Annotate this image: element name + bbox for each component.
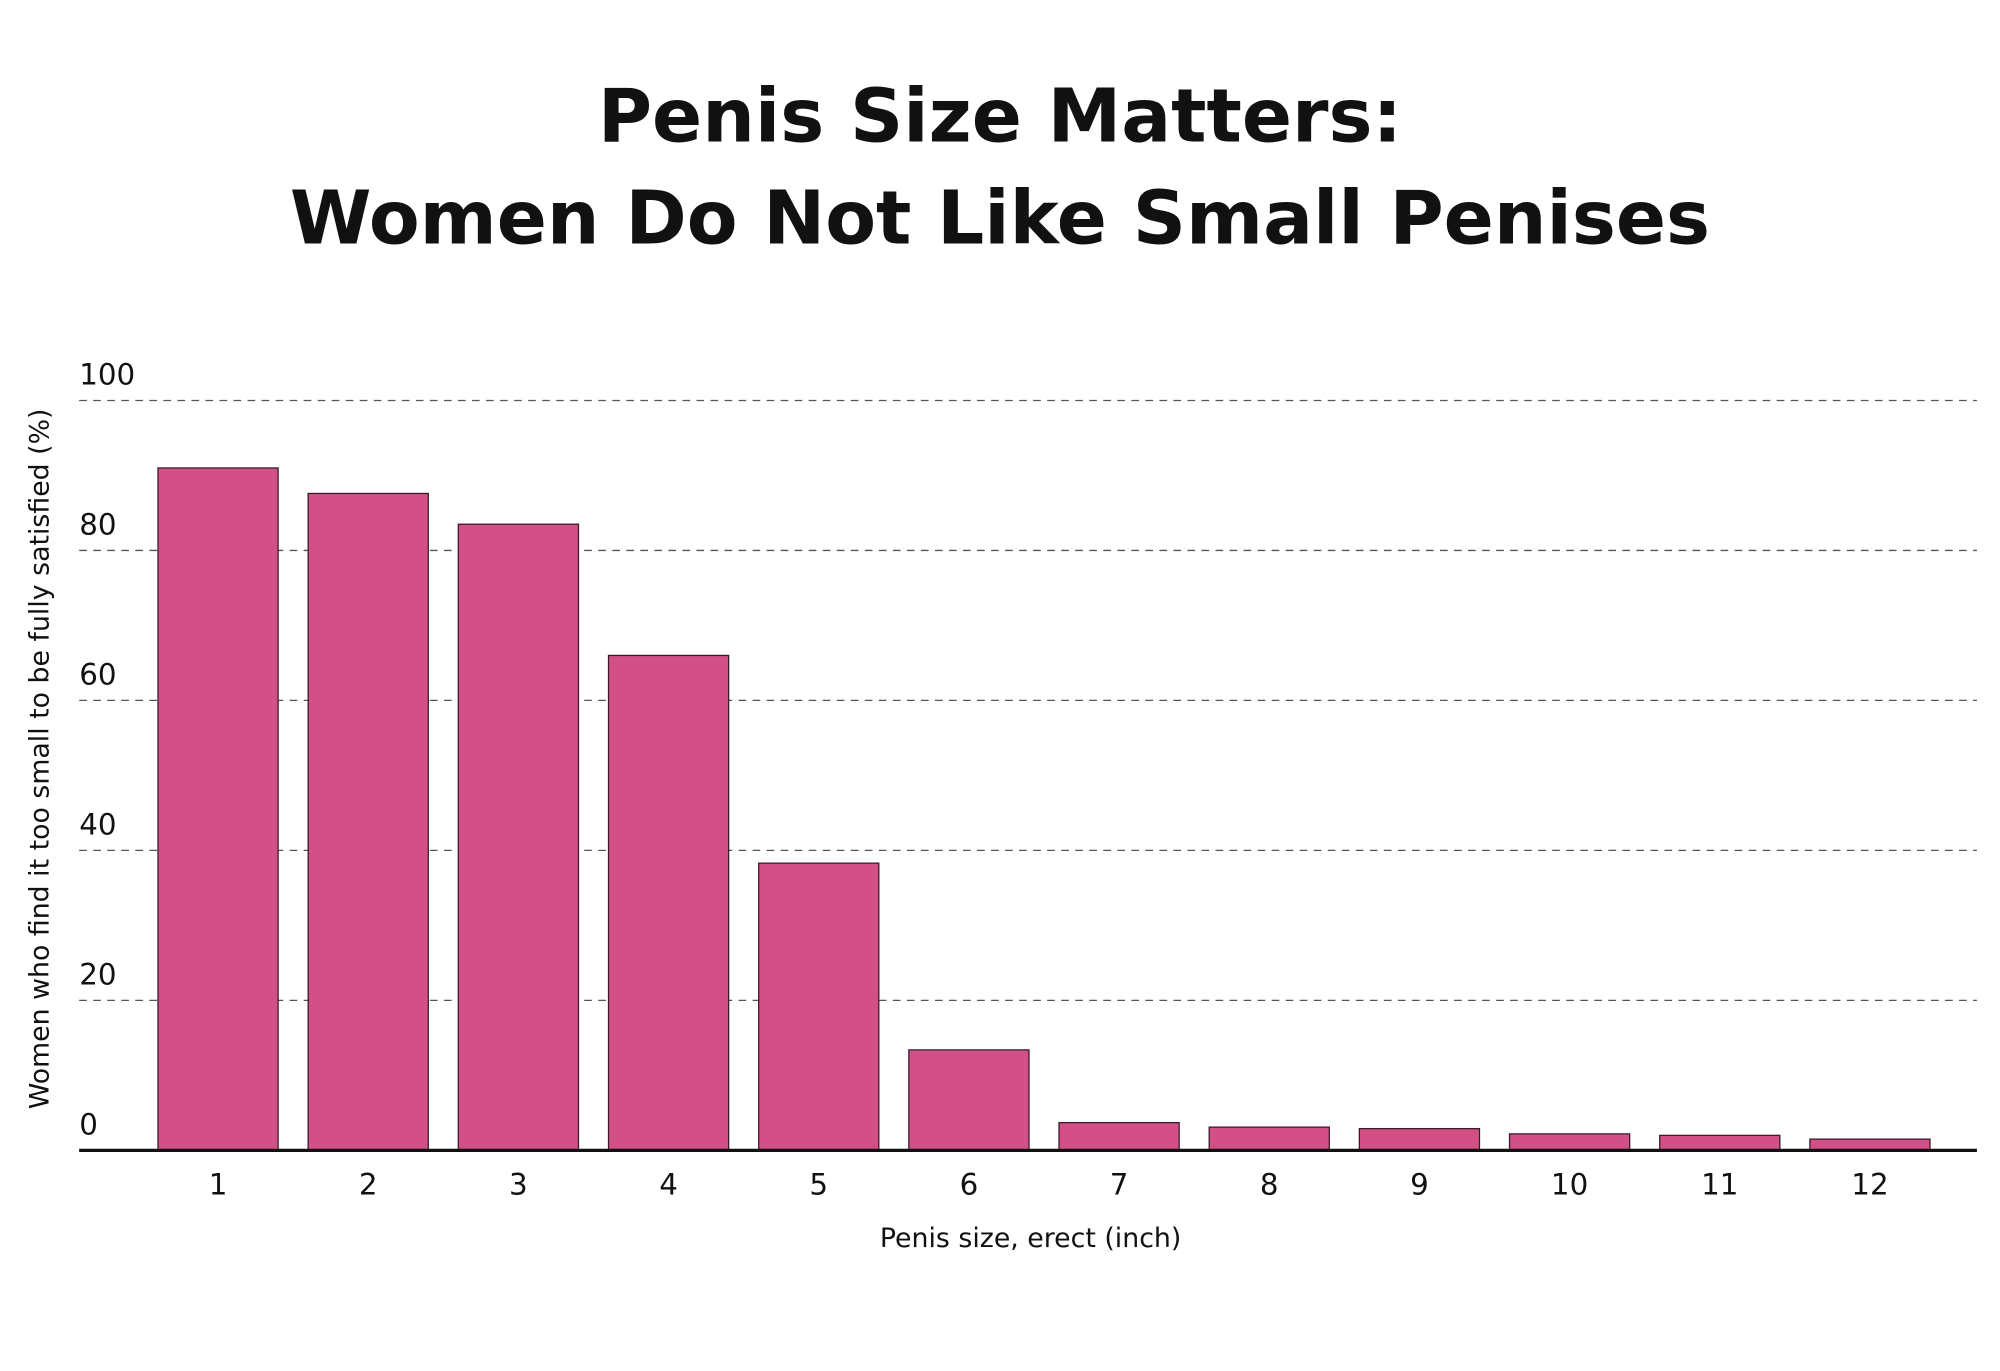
- x-tick-label: 9: [1410, 1168, 1429, 1202]
- chart-title: Penis Size Matters:: [598, 74, 1402, 160]
- x-tick-label: 3: [509, 1168, 528, 1202]
- x-tick-label: 4: [659, 1168, 678, 1202]
- y-tick-label: 20: [79, 958, 116, 992]
- x-tick-label: 5: [809, 1168, 828, 1202]
- bar: [157, 467, 279, 1152]
- bar: [1358, 1127, 1481, 1152]
- bar: [607, 654, 730, 1152]
- bar: [1809, 1138, 1931, 1152]
- y-tick-label: 80: [79, 508, 116, 542]
- y-tick-label: 60: [79, 658, 116, 692]
- x-tick-label: 7: [1110, 1168, 1129, 1202]
- y-tick-label: 40: [79, 808, 116, 842]
- bar: [1659, 1134, 1781, 1152]
- bar: [758, 862, 880, 1152]
- bar: [1508, 1133, 1631, 1152]
- x-tick-label: 2: [359, 1168, 378, 1202]
- y-axis-label: Women who find it too small to be fully …: [24, 409, 55, 1110]
- bar: [1058, 1121, 1180, 1152]
- bar: [307, 492, 429, 1152]
- chart-title: Women Do Not Like Small Penises: [290, 176, 1710, 262]
- x-tick-label: 6: [960, 1168, 979, 1202]
- x-tick-label: 12: [1851, 1168, 1888, 1202]
- x-tick-label: 8: [1260, 1168, 1279, 1202]
- y-tick-label: 100: [79, 358, 135, 392]
- y-tick-label: 0: [79, 1108, 98, 1142]
- x-tick-label: 11: [1701, 1168, 1738, 1202]
- x-tick-label: 10: [1551, 1168, 1588, 1202]
- bar: [908, 1049, 1030, 1152]
- x-axis-label: Penis size, erect (inch): [880, 1223, 1181, 1254]
- bar: [1208, 1126, 1330, 1152]
- bar: [457, 523, 580, 1152]
- x-tick-label: 1: [209, 1168, 228, 1202]
